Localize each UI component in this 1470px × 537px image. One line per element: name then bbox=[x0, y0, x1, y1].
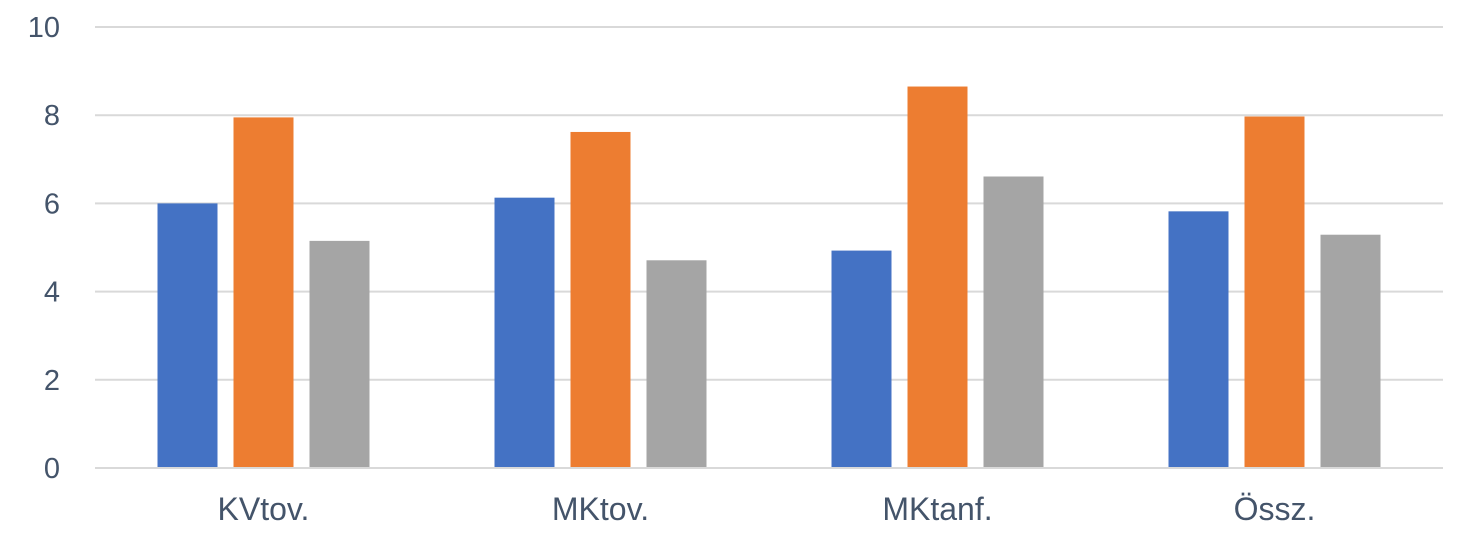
y-tick-label: 2 bbox=[44, 365, 60, 397]
bars bbox=[157, 86, 1381, 469]
bar bbox=[494, 197, 555, 469]
bar bbox=[907, 86, 968, 468]
y-tick-label: 10 bbox=[28, 12, 60, 44]
x-category-label: KVtov. bbox=[218, 491, 310, 527]
bar bbox=[1168, 211, 1229, 468]
y-tick-label: 0 bbox=[44, 453, 60, 485]
bar bbox=[1320, 234, 1381, 468]
bar bbox=[1244, 116, 1305, 468]
y-tick-label: 8 bbox=[44, 100, 60, 132]
y-tick-label: 6 bbox=[44, 188, 60, 220]
x-axis-category-labels: KVtov. MKtov. MKtanf. Össz. bbox=[218, 491, 1316, 527]
x-category-label: Össz. bbox=[1234, 491, 1316, 527]
bar bbox=[233, 117, 294, 468]
gridlines bbox=[95, 26, 1443, 381]
bar bbox=[570, 131, 631, 468]
bar bbox=[831, 250, 892, 468]
bar bbox=[309, 240, 370, 468]
y-axis-tick-labels: 0 2 4 6 8 10 bbox=[28, 12, 60, 485]
bar bbox=[983, 176, 1044, 468]
x-category-label: MKtanf. bbox=[882, 491, 992, 527]
y-tick-label: 4 bbox=[44, 277, 60, 309]
bar bbox=[157, 203, 218, 468]
bar bbox=[646, 260, 707, 468]
x-category-label: MKtov. bbox=[552, 491, 649, 527]
